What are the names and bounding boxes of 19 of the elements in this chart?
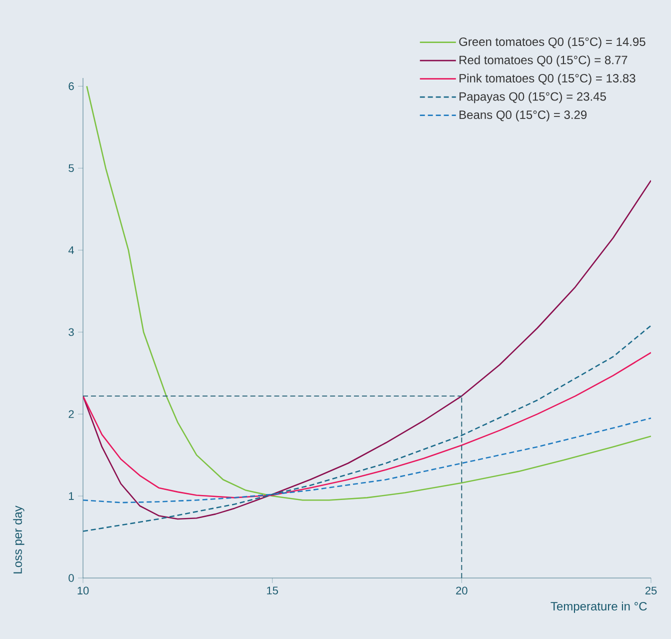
y-axis-title: Loss per day	[13, 506, 24, 574]
x-tick-label: 20	[456, 586, 468, 594]
x-tick-label: 25	[645, 586, 657, 594]
y-tick-label: 6	[68, 82, 74, 90]
x-tick-label: 10	[78, 586, 89, 594]
legend-label: Red tomatoes Q0 (15°C) = 8.77	[460, 55, 628, 67]
x-axis-title: Temperature in °C	[550, 602, 647, 613]
legend-label: Pink tomatoes Q0 (15°C) = 13.83	[460, 74, 636, 85]
y-tick-label: 4	[68, 246, 74, 254]
y-tick-label: 3	[68, 328, 74, 336]
x-tick-label: 15	[267, 586, 278, 594]
y-tick-label: 1	[69, 492, 74, 500]
legend-label: Beans Q0 (15°C) = 3.29	[460, 110, 587, 122]
y-tick-label: 2	[68, 410, 74, 418]
legend-label: Green tomatoes Q0 (15°C) = 14.95	[459, 37, 646, 48]
legend-label: Papayas Q0 (15°C) = 23.45	[460, 92, 606, 104]
y-tick-label: 5	[68, 164, 74, 172]
y-tick-label: 0	[68, 574, 74, 582]
line-series	[86, 86, 652, 501]
